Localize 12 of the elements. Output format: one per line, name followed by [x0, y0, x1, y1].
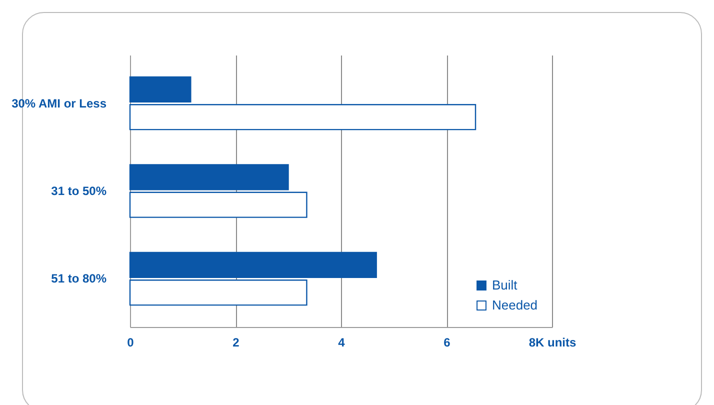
x-tick-label: 6 — [444, 336, 451, 350]
legend-label: Needed — [492, 298, 538, 312]
x-tick-label: 4 — [338, 336, 346, 350]
y-tick-label: 30% AMI or Less — [12, 96, 107, 110]
x-tick-label: 0 — [127, 336, 134, 350]
x-tick-label: 8K units — [528, 336, 576, 350]
y-tick-label: 51 to 80% — [51, 272, 107, 286]
bar — [129, 164, 289, 190]
x-tick-label: 2 — [232, 336, 240, 350]
y-tick-label: 31 to 50% — [51, 184, 107, 198]
legend-label: Built — [492, 278, 518, 292]
bar — [129, 192, 308, 218]
